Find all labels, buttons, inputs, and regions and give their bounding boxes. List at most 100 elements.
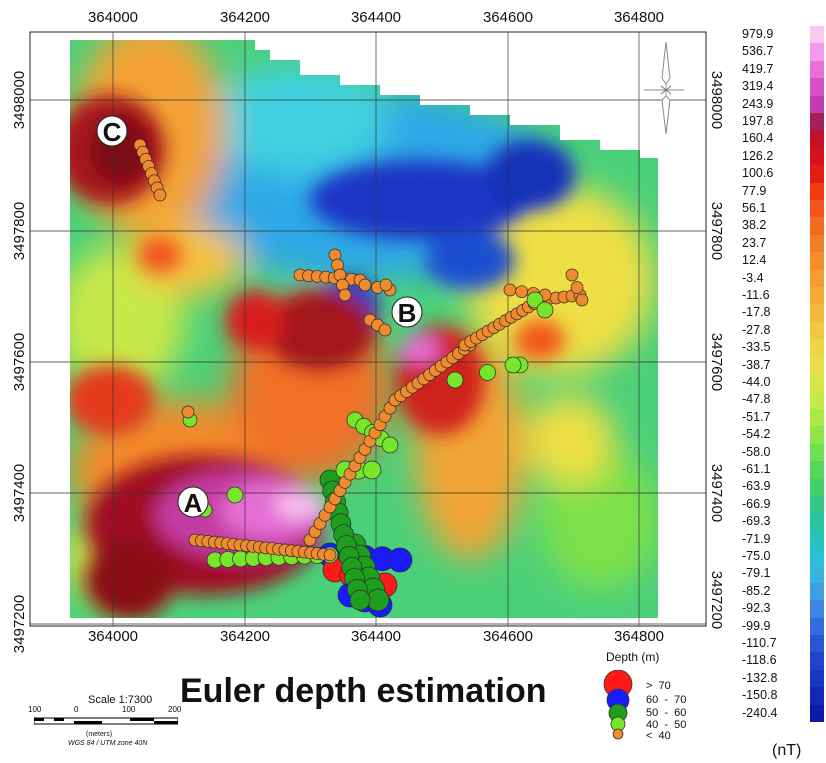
colorbar-label: -240.4	[742, 705, 778, 720]
x-tick-bottom-1: 364000	[88, 628, 138, 645]
colorbar-label: -132.8	[742, 670, 778, 685]
colorbar-swatch	[810, 478, 824, 497]
colorbar-swatch	[810, 200, 824, 218]
scale-projection: WGS 84 / UTM zone 40N	[68, 740, 148, 747]
colorbar-swatch	[810, 687, 824, 706]
euler-solution-point	[446, 371, 464, 389]
depth-legend-symbols	[603, 670, 633, 740]
euler-solution-point	[565, 268, 579, 282]
x-tick-top-2: 364200	[220, 9, 270, 26]
colorbar-label: -110.7	[742, 636, 777, 650]
euler-solution-point	[153, 188, 167, 202]
colorbar-label: 126.2	[742, 148, 774, 163]
euler-solution-point	[479, 364, 496, 381]
scale-bar	[34, 717, 178, 725]
colorbar-label: 12.4	[742, 253, 767, 268]
region-label-c-text: C	[103, 117, 122, 147]
x-tick-bottom-4: 364600	[483, 628, 533, 645]
colorbar-swatch	[810, 652, 824, 671]
euler-solution-point	[378, 323, 392, 337]
euler-solution-point	[358, 278, 372, 292]
colorbar-swatch	[810, 339, 824, 358]
colorbar-label: -51.7	[742, 409, 771, 424]
colorbar-swatch	[810, 513, 824, 532]
euler-solution-point	[338, 288, 352, 302]
euler-solution-point	[515, 285, 529, 299]
colorbar-swatch	[810, 461, 824, 479]
north-arrow-icon	[644, 41, 684, 135]
colorbar-label: -58.0	[742, 444, 771, 459]
colorbar-swatch	[810, 304, 824, 323]
region-label-b: B	[391, 296, 423, 328]
euler-solution-point	[387, 547, 413, 573]
colorbar-swatch	[810, 600, 824, 619]
region-label-a: A	[177, 486, 209, 518]
colorbar-label: 160.4	[742, 131, 774, 146]
depth-symbol-lt40	[612, 728, 624, 740]
colorbar-swatch	[810, 582, 824, 601]
depth-legend: Depth (m) > 70 60 - 70 50 - 60 40 - 50 <…	[566, 650, 706, 742]
region-label-b-text: B	[398, 298, 417, 328]
colorbar-swatch	[810, 374, 824, 392]
colorbar-label: -92.3	[742, 601, 771, 616]
colorbar-swatch	[810, 356, 824, 375]
colorbar-label: -47.8	[742, 392, 771, 407]
colorbar-swatch	[810, 60, 824, 79]
y-tick-right-1: 3498000	[708, 71, 725, 129]
colorbar-swatch	[810, 287, 824, 305]
scale-mark-2: 0	[74, 705, 79, 714]
colorbar-swatch	[810, 78, 824, 97]
scale-mark-3: 100	[122, 705, 136, 714]
colorbar-swatch	[810, 617, 824, 636]
region-label-c: C	[96, 115, 128, 147]
euler-solution-point	[181, 405, 195, 419]
scale-title: Scale 1:7300	[88, 694, 153, 706]
y-tick-left-1: 3498000	[11, 71, 28, 129]
euler-solution-point	[362, 460, 382, 480]
colorbar-swatch	[810, 408, 824, 427]
y-tick-right-3: 3497600	[708, 333, 725, 391]
colorbar-label: 56.1	[742, 201, 767, 215]
colorbar-swatch	[810, 565, 824, 584]
colorbar-swatch	[810, 635, 824, 653]
euler-solution-point	[504, 356, 522, 374]
colorbar-label: -69.3	[742, 514, 771, 529]
euler-solution-point	[536, 301, 554, 319]
x-tick-top-5: 364800	[614, 9, 664, 26]
colorbar-label: -75.0	[742, 549, 771, 563]
depth-class-lt40: < 40	[646, 730, 671, 742]
y-tick-left-2: 3497800	[11, 202, 28, 260]
colorbar-label: -3.4	[742, 270, 764, 285]
colorbar-swatch	[810, 391, 824, 410]
colorbar-label: -11.6	[742, 288, 770, 302]
colorbar-swatch	[810, 130, 824, 149]
colorbar-label: 77.9	[742, 183, 767, 198]
colorbar-label: -27.8	[742, 322, 771, 337]
colorbar-swatch	[810, 495, 824, 514]
y-tick-left-3: 3497600	[11, 333, 28, 391]
euler-solution-point	[226, 486, 244, 504]
colorbar-swatch	[810, 182, 824, 201]
depth-legend-title: Depth (m)	[606, 650, 660, 664]
region-label-a-text: A	[184, 488, 203, 518]
colorbar-label: -66.9	[742, 496, 771, 511]
colorbar-swatch	[810, 95, 824, 114]
colorbar-label: 197.8	[742, 114, 774, 128]
colorbar-unit: (nT)	[772, 742, 802, 759]
colorbar-swatch	[810, 113, 824, 131]
colorbar-label: -85.2	[742, 583, 771, 598]
colorbar-label: -118.6	[742, 653, 777, 668]
x-tick-top-1: 364000	[88, 9, 138, 26]
euler-solution-point	[323, 548, 337, 562]
euler-solution-point	[526, 291, 544, 309]
x-tick-bottom-3: 364400	[351, 628, 401, 645]
colorbar-label: -17.8	[742, 305, 771, 320]
anomaly-map: 364000 364200 364400 364600 364800 36400…	[11, 9, 725, 653]
colorbar-label: 319.4	[742, 79, 774, 94]
x-tick-bottom-5: 364800	[614, 628, 664, 645]
colorbar-swatch	[810, 669, 824, 688]
scale-mark-1: 100	[28, 705, 42, 714]
y-tick-right-4: 3497400	[708, 464, 725, 522]
scale-units: (meters)	[86, 731, 113, 738]
colorbar-swatch	[810, 252, 824, 271]
